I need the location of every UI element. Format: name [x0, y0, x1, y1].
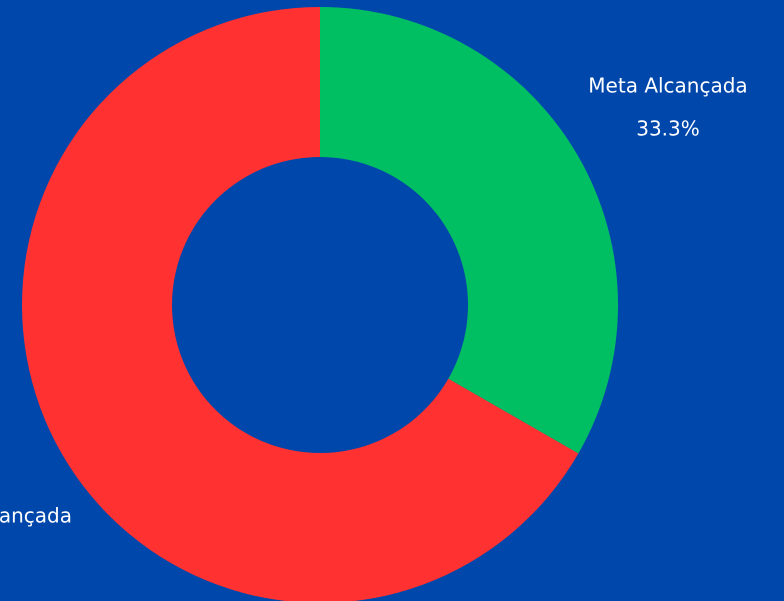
segment-label: Meta Não Alcançada	[0, 504, 72, 528]
segment-value-label: 33.3%	[636, 117, 700, 141]
segment-value-label: 66.7%	[0, 547, 1, 571]
donut-segment	[22, 7, 579, 601]
segment-label: Meta Alcançada	[588, 74, 747, 98]
donut-segment	[320, 7, 619, 454]
